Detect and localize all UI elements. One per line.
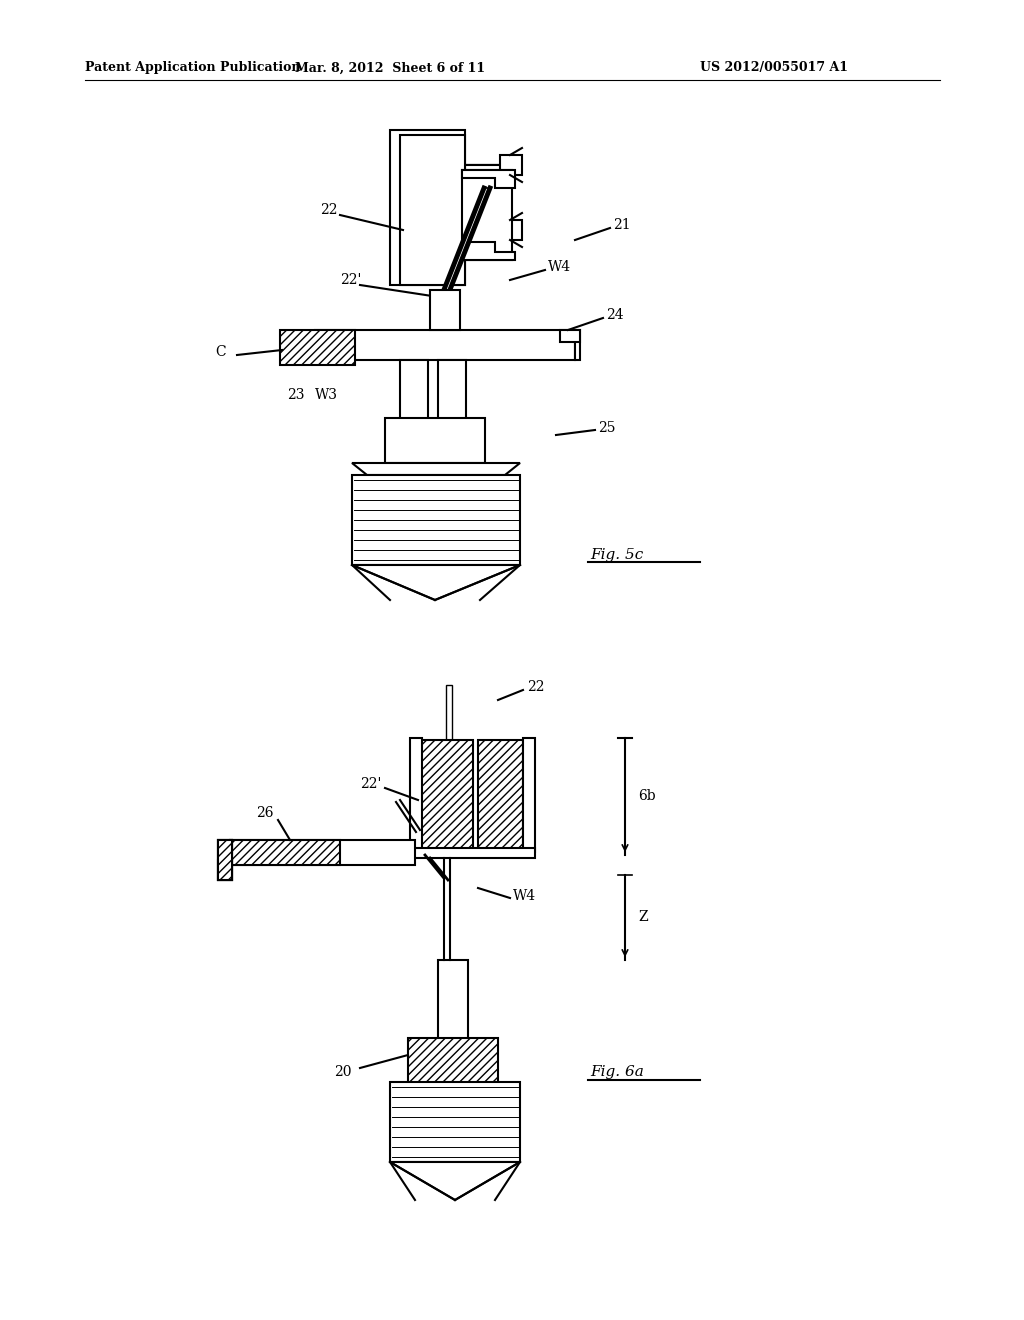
Text: C: C — [215, 345, 225, 359]
Bar — [218, 861, 232, 880]
Bar — [315, 330, 575, 360]
Polygon shape — [462, 242, 515, 260]
Bar — [408, 1038, 498, 1082]
Polygon shape — [560, 330, 580, 342]
Bar — [438, 960, 468, 1040]
Polygon shape — [352, 463, 520, 475]
Text: 22: 22 — [319, 203, 338, 216]
Bar — [218, 840, 232, 880]
Text: W4: W4 — [513, 888, 537, 903]
Bar — [400, 360, 428, 420]
Bar — [430, 290, 460, 330]
Text: Fig. 6a: Fig. 6a — [590, 1065, 644, 1078]
Text: Mar. 8, 2012  Sheet 6 of 11: Mar. 8, 2012 Sheet 6 of 11 — [295, 62, 485, 74]
Bar — [400, 135, 465, 285]
Text: Fig. 5c: Fig. 5c — [590, 548, 643, 562]
Bar — [446, 685, 452, 744]
Text: W3: W3 — [315, 388, 338, 403]
Text: 25: 25 — [598, 421, 615, 436]
Text: 20: 20 — [334, 1065, 351, 1078]
Text: 6b: 6b — [638, 789, 655, 803]
Bar — [500, 154, 522, 176]
Text: 21: 21 — [613, 218, 631, 232]
Text: 22': 22' — [360, 777, 381, 791]
Polygon shape — [465, 165, 510, 176]
Polygon shape — [465, 165, 510, 185]
Bar — [390, 1082, 520, 1162]
Bar — [500, 220, 522, 240]
Polygon shape — [462, 170, 515, 187]
Bar — [230, 840, 415, 865]
Bar — [523, 738, 535, 851]
Bar — [230, 840, 340, 865]
Bar — [410, 847, 535, 858]
Text: US 2012/0055017 A1: US 2012/0055017 A1 — [700, 62, 848, 74]
Polygon shape — [218, 840, 232, 880]
Polygon shape — [434, 187, 490, 315]
Text: 22': 22' — [340, 273, 361, 286]
Bar — [385, 418, 485, 463]
Text: 22: 22 — [527, 680, 545, 694]
Bar — [390, 129, 465, 285]
Text: Z: Z — [638, 909, 647, 924]
Text: 26: 26 — [256, 807, 273, 820]
Text: Patent Application Publication: Patent Application Publication — [85, 62, 300, 74]
Bar — [438, 360, 466, 420]
Text: 24: 24 — [606, 308, 624, 322]
Bar — [462, 170, 512, 260]
Bar — [410, 738, 422, 851]
Bar — [478, 741, 523, 850]
Bar — [465, 165, 510, 249]
Bar — [218, 840, 232, 880]
Bar — [352, 475, 520, 565]
Polygon shape — [352, 565, 520, 601]
Text: 23: 23 — [287, 388, 304, 403]
Polygon shape — [575, 330, 580, 360]
Bar — [418, 741, 473, 850]
Bar — [280, 330, 355, 366]
Polygon shape — [390, 1162, 520, 1200]
Text: W4: W4 — [548, 260, 571, 275]
